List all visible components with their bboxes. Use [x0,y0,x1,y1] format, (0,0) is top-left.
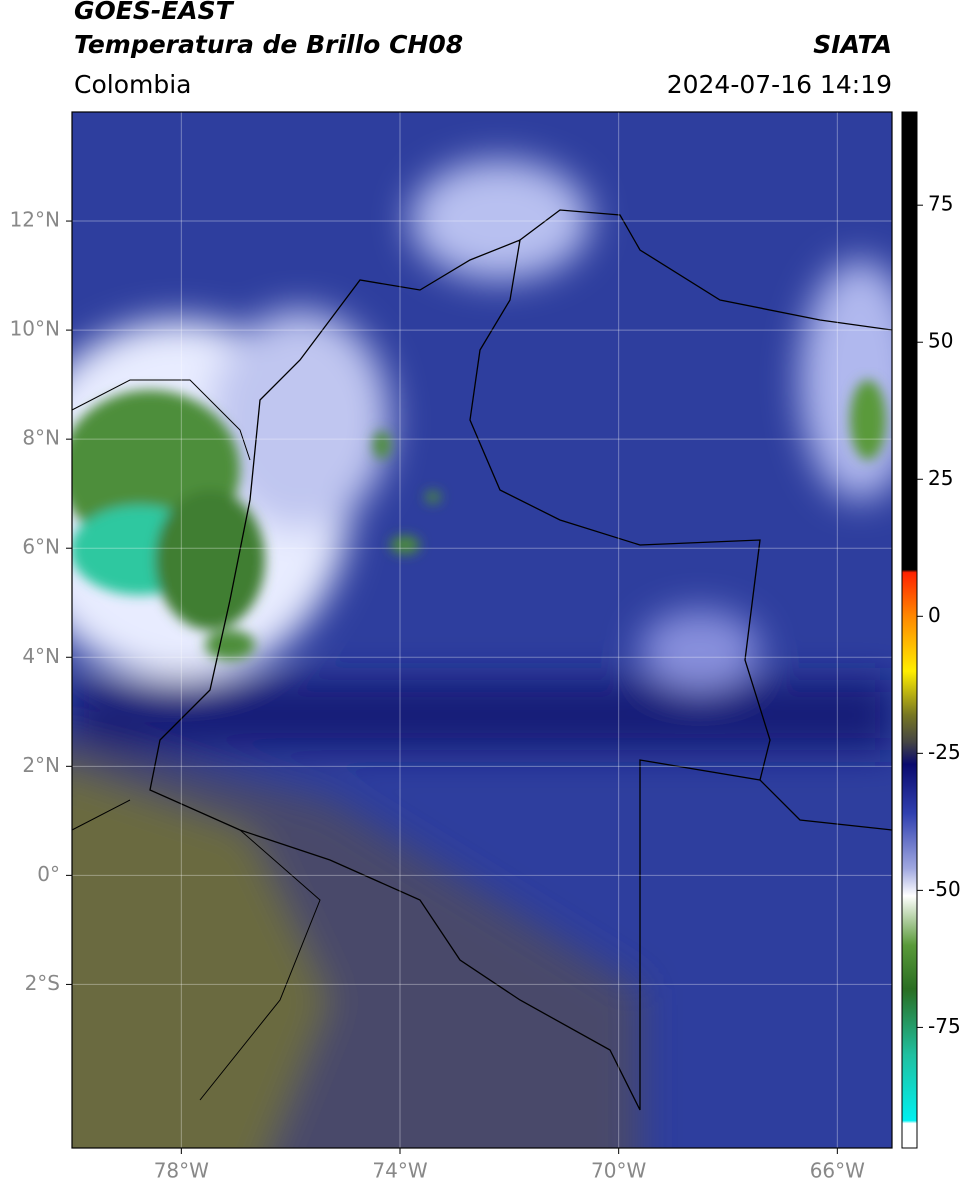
x-tick-label: 66°W [810,1159,865,1183]
country-border [519,209,892,831]
y-tick-label: 10°N [10,317,60,341]
x-tick-label: 74°W [372,1159,427,1183]
y-tick-label: 12°N [10,208,60,232]
y-tick-label: 4°N [22,644,60,668]
cold-tops [72,380,886,660]
colorbar-tick-label: 0 [928,603,941,627]
grid [72,112,892,1148]
x-tick-label: 70°W [591,1159,646,1183]
region: Colombia [74,70,191,99]
y-tick-label: 8°N [22,426,60,450]
colorbar [901,111,918,1149]
source: SIATA [813,30,892,59]
colorbar-tick-label: 75 [928,192,953,216]
subtitle: Temperatura de Brillo CH08 [74,30,463,59]
map-frame [71,111,893,1149]
country-border [72,379,321,1101]
x-tick-label: 78°W [154,1159,209,1183]
colorbar-tick-label: 25 [928,466,953,490]
y-tick-label: 0° [37,862,60,886]
country-border [149,238,771,1111]
satellite-image [72,112,892,1148]
colorbar-tick-label: 50 [928,329,953,353]
y-tick-label: 2°S [25,971,60,995]
y-tick-label: 6°N [22,535,60,559]
y-tick-label: 2°N [22,753,60,777]
colorbar-tick-label: -50 [928,877,961,901]
colorbar-tick-label: -75 [928,1014,961,1038]
title: GOES-EAST [74,0,235,25]
datetime: 2024-07-16 14:19 [667,70,892,99]
colorbar-tick-label: -25 [928,740,961,764]
